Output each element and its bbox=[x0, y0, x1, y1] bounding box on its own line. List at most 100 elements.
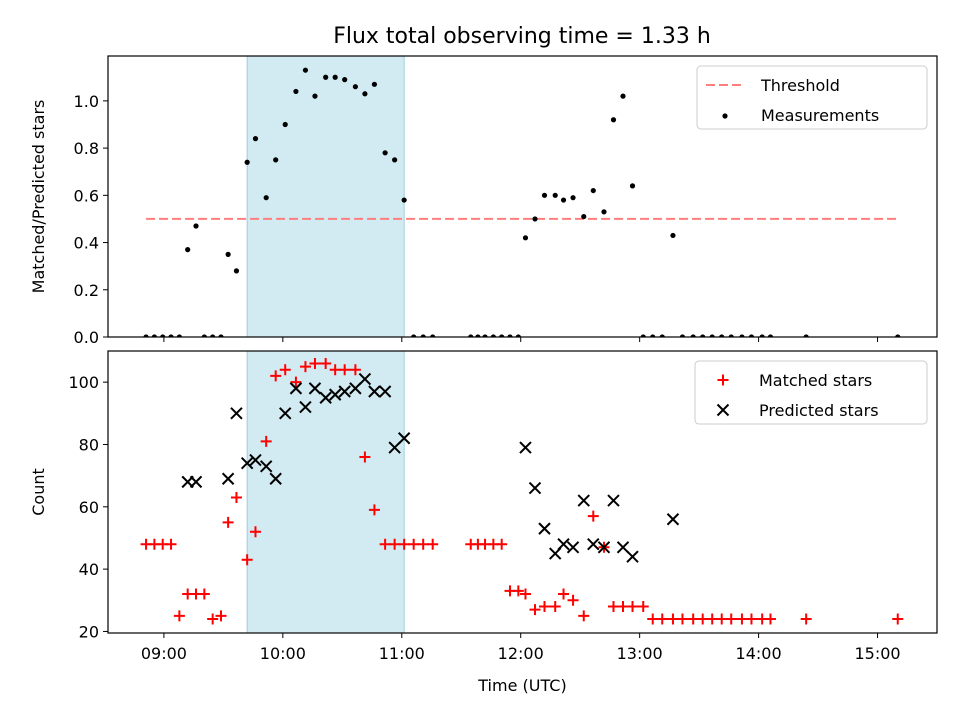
legend: Matched stars Predicted stars bbox=[694, 360, 928, 425]
x-tick-label: 13:00 bbox=[617, 644, 663, 663]
matched-star-point bbox=[627, 601, 639, 613]
measurement-point bbox=[739, 334, 745, 337]
measurement-point bbox=[475, 334, 481, 337]
matched-star-point bbox=[165, 538, 177, 550]
y-tick-label: 100 bbox=[68, 373, 99, 392]
measurement-point bbox=[590, 187, 596, 194]
measurement-point bbox=[225, 251, 231, 257]
matched-star-point bbox=[222, 516, 234, 528]
predicted-star-point bbox=[388, 441, 401, 454]
y-axis-label: Count bbox=[29, 468, 48, 516]
measurement-point bbox=[143, 334, 149, 337]
x-tick-label: 11:00 bbox=[379, 644, 425, 663]
measurement-point bbox=[244, 159, 250, 165]
measurement-point bbox=[767, 334, 774, 337]
predicted-star-point bbox=[230, 407, 243, 420]
measurement-point bbox=[482, 334, 488, 337]
measurement-point bbox=[176, 334, 182, 337]
matched-star-point bbox=[368, 504, 380, 516]
plot-area bbox=[143, 67, 901, 337]
predicted-star-point bbox=[338, 385, 351, 398]
measurement-point bbox=[629, 183, 636, 189]
matched-star-point bbox=[764, 613, 776, 625]
measurement-point bbox=[392, 157, 398, 163]
predicted-star-point bbox=[259, 460, 273, 473]
predicted-star-point bbox=[666, 513, 680, 526]
measurement-point bbox=[748, 334, 755, 337]
predicted-star-point bbox=[587, 537, 600, 551]
chart-title: Flux total observing time = 1.33 h bbox=[333, 24, 711, 49]
matched-star-point bbox=[706, 613, 718, 625]
measurement-point bbox=[332, 74, 338, 80]
matched-star-point bbox=[567, 594, 579, 606]
measurement-point bbox=[709, 334, 715, 337]
matched-star-point bbox=[892, 613, 904, 625]
measurement-point bbox=[552, 192, 558, 198]
y-tick-label: 0.0 bbox=[74, 328, 99, 347]
matched-star-point bbox=[173, 610, 185, 622]
x-tick-label: 09:00 bbox=[141, 644, 187, 663]
matched-star-point bbox=[408, 538, 420, 550]
matched-star-point bbox=[417, 538, 429, 550]
legend-label: Predicted stars bbox=[759, 401, 879, 420]
matched-star-point bbox=[320, 357, 332, 369]
legend-marker-predicted bbox=[716, 403, 730, 417]
shaded-interval bbox=[246, 55, 405, 338]
matched-star-point bbox=[656, 613, 668, 625]
legend-box bbox=[696, 65, 928, 130]
top-panel: 0.0 0.2 0.4 0.6 0.8 1.0 Matched/Predicted star… bbox=[29, 55, 938, 347]
legend-label: Matched stars bbox=[759, 371, 872, 390]
matched-star-point bbox=[687, 613, 699, 625]
matched-star-point bbox=[519, 588, 531, 600]
measurement-point bbox=[895, 334, 901, 337]
shaded-interval bbox=[246, 350, 405, 634]
matched-star-point bbox=[270, 370, 282, 382]
matched-star-point bbox=[496, 538, 508, 550]
matched-star-point bbox=[398, 538, 410, 550]
predicted-star-point bbox=[378, 385, 392, 398]
matched-star-point bbox=[260, 435, 272, 447]
matched-star-point bbox=[587, 510, 599, 522]
matched-star-point bbox=[558, 588, 570, 600]
predicted-star-point bbox=[358, 372, 372, 386]
matched-star-point bbox=[339, 364, 351, 376]
measurement-point bbox=[610, 117, 617, 123]
matched-star-point bbox=[745, 613, 757, 625]
axes-frame bbox=[107, 350, 938, 634]
predicted-star-point bbox=[616, 541, 630, 554]
measurement-point bbox=[541, 192, 548, 198]
measurement-point bbox=[728, 334, 734, 337]
measurement-point bbox=[401, 197, 407, 203]
matched-star-point bbox=[207, 613, 219, 625]
measurement-point bbox=[670, 232, 676, 239]
matched-star-point bbox=[290, 376, 302, 388]
matched-star-point bbox=[676, 613, 688, 625]
measurement-point bbox=[411, 334, 417, 337]
measurement-point bbox=[382, 150, 388, 156]
series-predicted-stars bbox=[181, 372, 680, 563]
plot-area bbox=[140, 357, 904, 625]
predicted-star-point bbox=[626, 550, 639, 563]
matched-star-point bbox=[249, 526, 261, 538]
measurement-point bbox=[252, 136, 259, 142]
matched-star-point bbox=[725, 613, 737, 625]
predicted-star-point bbox=[279, 407, 292, 420]
measurement-point bbox=[160, 334, 166, 337]
x-tick-label: 10:00 bbox=[260, 644, 306, 663]
matched-star-point bbox=[299, 361, 311, 373]
predicted-star-point bbox=[269, 472, 282, 485]
measurement-point bbox=[430, 334, 436, 337]
measurement-point bbox=[233, 268, 240, 274]
measurement-point bbox=[515, 334, 521, 337]
measurement-point bbox=[700, 334, 706, 337]
measurement-point bbox=[420, 334, 426, 337]
matched-star-point bbox=[529, 604, 541, 616]
legend-label: Threshold bbox=[760, 76, 840, 95]
measurement-point bbox=[293, 88, 299, 95]
matched-star-point bbox=[427, 538, 439, 550]
predicted-star-point bbox=[249, 453, 262, 467]
measurement-point bbox=[581, 213, 587, 220]
measurement-point bbox=[601, 209, 607, 215]
measurement-point bbox=[532, 216, 538, 222]
